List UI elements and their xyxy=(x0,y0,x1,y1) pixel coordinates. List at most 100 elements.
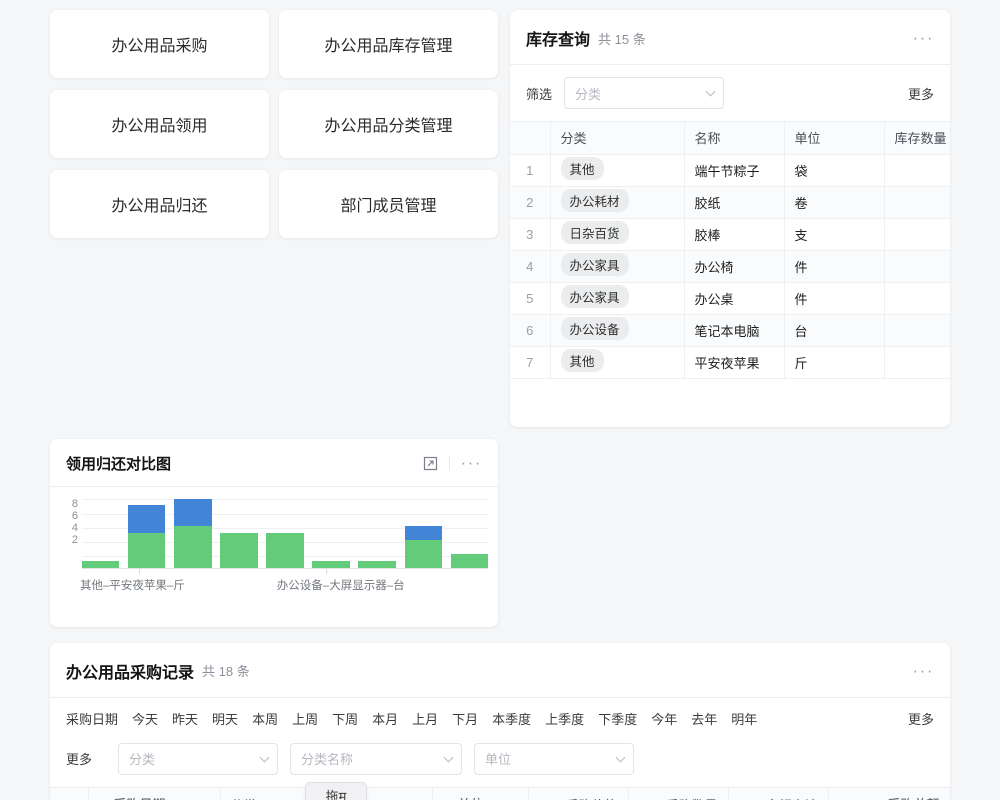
nav-card-requisition[interactable]: 办公用品领用 xyxy=(50,90,269,158)
date-chip-last-month[interactable]: 上月 xyxy=(412,711,439,727)
date-chip-this-quarter[interactable]: 本季度 xyxy=(492,711,532,727)
category-tag: 办公设备 xyxy=(560,317,629,340)
row-index: 4 xyxy=(510,250,551,283)
nav-card-inventory-mgmt[interactable]: 办公用品库存管理 xyxy=(279,10,498,78)
purchase-panel-header: 办公用品采购记录 共 18 条 ··· xyxy=(50,643,950,698)
date-chip-last-year[interactable]: 去年 xyxy=(691,711,718,727)
table-row[interactable]: 4 办公家具 办公椅 件 xyxy=(510,250,951,283)
nav-card-member-mgmt[interactable]: 部门成员管理 xyxy=(279,170,498,238)
col-index xyxy=(50,787,89,800)
external-link-icon[interactable] xyxy=(423,456,438,471)
purchase-unit-value: 单位 xyxy=(485,752,512,767)
col-label: 单位 xyxy=(458,797,484,800)
y-tick-6: 6 xyxy=(71,509,78,522)
inventory-panel-header: 库存查询 共 15 条 ··· xyxy=(510,10,950,65)
row-category: 办公耗材 xyxy=(550,186,685,219)
row-qty xyxy=(884,154,951,187)
col-name: 名称 xyxy=(684,122,785,155)
purchase-more-label: 更多 xyxy=(66,752,93,767)
row-name: 办公椅 xyxy=(684,250,785,283)
chart-card-header: 领用归还对比图 ··· xyxy=(50,439,498,487)
purchase-title: 办公用品采购记录 xyxy=(66,664,195,682)
row-qty xyxy=(884,282,951,315)
ellipsis-icon[interactable]: ··· xyxy=(912,28,934,47)
bar-column[interactable] xyxy=(82,499,120,568)
bar-column[interactable] xyxy=(404,499,442,568)
date-chip-next-month[interactable]: 下月 xyxy=(452,711,479,727)
date-filter-label: 采购日期 xyxy=(66,711,119,727)
row-name: 端午节粽子 xyxy=(684,154,785,187)
date-chip-last-quarter[interactable]: 上季度 xyxy=(545,711,585,727)
date-filter-row: 采购日期 今天 昨天 明天 本周 上周 下周 本月 上月 下月 本季度 上季度 … xyxy=(50,698,950,739)
ellipsis-icon[interactable]: ··· xyxy=(912,660,934,680)
date-chip-today[interactable]: 今天 xyxy=(132,711,159,727)
chart-header-actions: ··· xyxy=(423,453,482,472)
drag-handle-button[interactable]: 拖म xyxy=(305,782,367,800)
nav-card-label: 办公用品领用 xyxy=(111,118,208,135)
row-unit: 卷 xyxy=(784,186,885,219)
category-tag: 办公家具 xyxy=(560,285,629,308)
table-row[interactable]: 3 日杂百货 胶棒 支 xyxy=(510,218,951,251)
date-chip-tomorrow[interactable]: 明天 xyxy=(212,711,239,727)
inventory-more-link[interactable]: 更多 xyxy=(907,86,934,102)
bar-chart: 8 6 4 2 xyxy=(50,487,498,627)
date-chip-next-week[interactable]: 下周 xyxy=(332,711,359,727)
row-unit: 斤 xyxy=(784,346,885,379)
category-tag: 其他 xyxy=(560,349,604,372)
filter-label: 筛选 xyxy=(526,86,553,102)
date-chip-this-week[interactable]: 本周 xyxy=(252,711,279,727)
table-row[interactable]: 7 其他 平安夜苹果 斤 xyxy=(510,346,951,379)
row-index: 1 xyxy=(510,154,551,187)
bar-column[interactable] xyxy=(128,499,166,568)
chevron-down-icon xyxy=(443,752,454,762)
date-chip-yesterday[interactable]: 昨天 xyxy=(172,711,199,727)
row-qty xyxy=(884,218,951,251)
page-title: 库存查询 xyxy=(526,32,591,49)
nav-card-return[interactable]: 办公用品归还 xyxy=(50,170,269,238)
row-category: 其他 xyxy=(550,346,685,379)
date-chip-last-week[interactable]: 上周 xyxy=(292,711,319,727)
row-qty xyxy=(884,186,951,219)
chart-card: 领用归还对比图 ··· 8 6 4 2 xyxy=(50,438,498,627)
bar-column[interactable] xyxy=(174,498,212,568)
bar-column[interactable] xyxy=(266,499,304,568)
row-name: 办公桌 xyxy=(684,282,785,315)
nav-card-category-mgmt[interactable]: 办公用品分类管理 xyxy=(279,90,498,158)
row-category: 其他 xyxy=(550,154,685,187)
purchase-category-name-value: 分类名称 xyxy=(301,752,354,767)
purchase-category-name-select[interactable]: 分类名称 xyxy=(290,742,463,775)
bar-column[interactable] xyxy=(220,499,258,568)
col-price: 采购价格 xyxy=(528,787,629,800)
date-chip-next-quarter[interactable]: 下季度 xyxy=(598,711,638,727)
col-label: 采购总额 xyxy=(887,797,939,800)
row-index: 6 xyxy=(510,314,551,347)
row-index: 5 xyxy=(510,282,551,315)
col-qty: 采购数量 xyxy=(628,787,729,800)
date-chip-this-month[interactable]: 本月 xyxy=(372,711,399,727)
row-index: 3 xyxy=(510,218,551,251)
row-category: 日杂百货 xyxy=(550,218,685,251)
table-row[interactable]: 6 办公设备 笔记本电脑 台 xyxy=(510,314,951,347)
bar-column[interactable] xyxy=(312,499,350,568)
col-index xyxy=(510,122,551,155)
table-row[interactable]: 5 办公家具 办公桌 件 xyxy=(510,282,951,315)
bar-column[interactable] xyxy=(450,499,488,568)
purchase-count: 共 18 条 xyxy=(202,664,250,679)
row-category: 办公设备 xyxy=(550,314,685,347)
category-select[interactable]: 分类 xyxy=(564,77,725,109)
bar-column[interactable] xyxy=(358,499,396,568)
table-row[interactable]: 1 其他 端午节粽子 袋 xyxy=(510,154,951,187)
divider xyxy=(448,456,450,470)
purchase-more-link[interactable]: 更多 xyxy=(907,711,934,727)
purchase-category-select[interactable]: 分类 xyxy=(118,742,279,775)
nav-card-label: 办公用品分类管理 xyxy=(324,118,453,135)
date-chip-this-year[interactable]: 今年 xyxy=(651,711,678,727)
table-row[interactable]: 2 办公耗材 胶纸 卷 xyxy=(510,186,951,219)
inventory-table: 分类 名称 单位 库存数量 1 其他 端午节粽子 袋 2 xyxy=(510,122,951,379)
nav-card-purchase[interactable]: 办公用品采购 xyxy=(50,10,269,78)
purchase-unit-select[interactable]: 单位 xyxy=(474,742,635,775)
ellipsis-icon[interactable]: ··· xyxy=(460,453,482,472)
date-chip-next-year[interactable]: 明年 xyxy=(731,711,758,727)
col-purchase-date: 采购日期 xyxy=(88,787,221,800)
